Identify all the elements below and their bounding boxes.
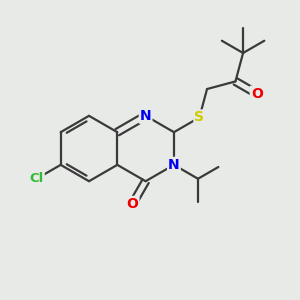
Text: O: O xyxy=(127,197,139,211)
Text: N: N xyxy=(168,158,180,172)
Text: O: O xyxy=(251,87,262,101)
Text: Cl: Cl xyxy=(29,172,44,185)
Text: S: S xyxy=(194,110,204,124)
Text: N: N xyxy=(140,109,152,123)
